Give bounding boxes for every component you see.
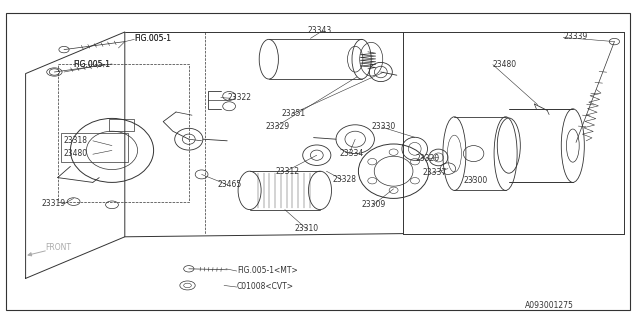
Text: A093001275: A093001275 xyxy=(525,301,573,310)
Text: 23337: 23337 xyxy=(422,168,447,177)
Text: FRONT: FRONT xyxy=(45,244,71,252)
Text: FIG.005-1: FIG.005-1 xyxy=(134,34,172,43)
Text: 23480: 23480 xyxy=(493,60,517,68)
Text: FIG.005-1: FIG.005-1 xyxy=(134,34,172,43)
Text: 23329: 23329 xyxy=(266,122,290,131)
Text: 23309: 23309 xyxy=(362,200,386,209)
Text: FIG.005-1: FIG.005-1 xyxy=(74,60,111,68)
Text: 23312: 23312 xyxy=(275,167,300,176)
Text: 23465: 23465 xyxy=(218,180,242,188)
Bar xyxy=(109,119,134,131)
Text: 23328: 23328 xyxy=(333,175,357,184)
Text: 23343: 23343 xyxy=(307,26,332,35)
Text: 23334: 23334 xyxy=(339,149,364,158)
Text: 23319: 23319 xyxy=(42,199,66,208)
Text: 23310: 23310 xyxy=(294,224,319,233)
Text: 23320: 23320 xyxy=(416,154,440,163)
Text: 23339: 23339 xyxy=(563,32,588,41)
Text: FIG.005-1: FIG.005-1 xyxy=(74,60,111,68)
Text: 23330: 23330 xyxy=(371,122,396,131)
Text: 23318: 23318 xyxy=(64,136,88,145)
Text: 23351: 23351 xyxy=(282,109,306,118)
Text: 23322: 23322 xyxy=(227,93,251,102)
Bar xyxy=(61,133,128,162)
Text: 23300: 23300 xyxy=(464,176,488,185)
Text: FIG.005-1<MT>: FIG.005-1<MT> xyxy=(237,266,298,275)
Bar xyxy=(58,64,189,202)
Text: C01008<CVT>: C01008<CVT> xyxy=(237,282,294,291)
Text: 23480: 23480 xyxy=(64,149,88,158)
